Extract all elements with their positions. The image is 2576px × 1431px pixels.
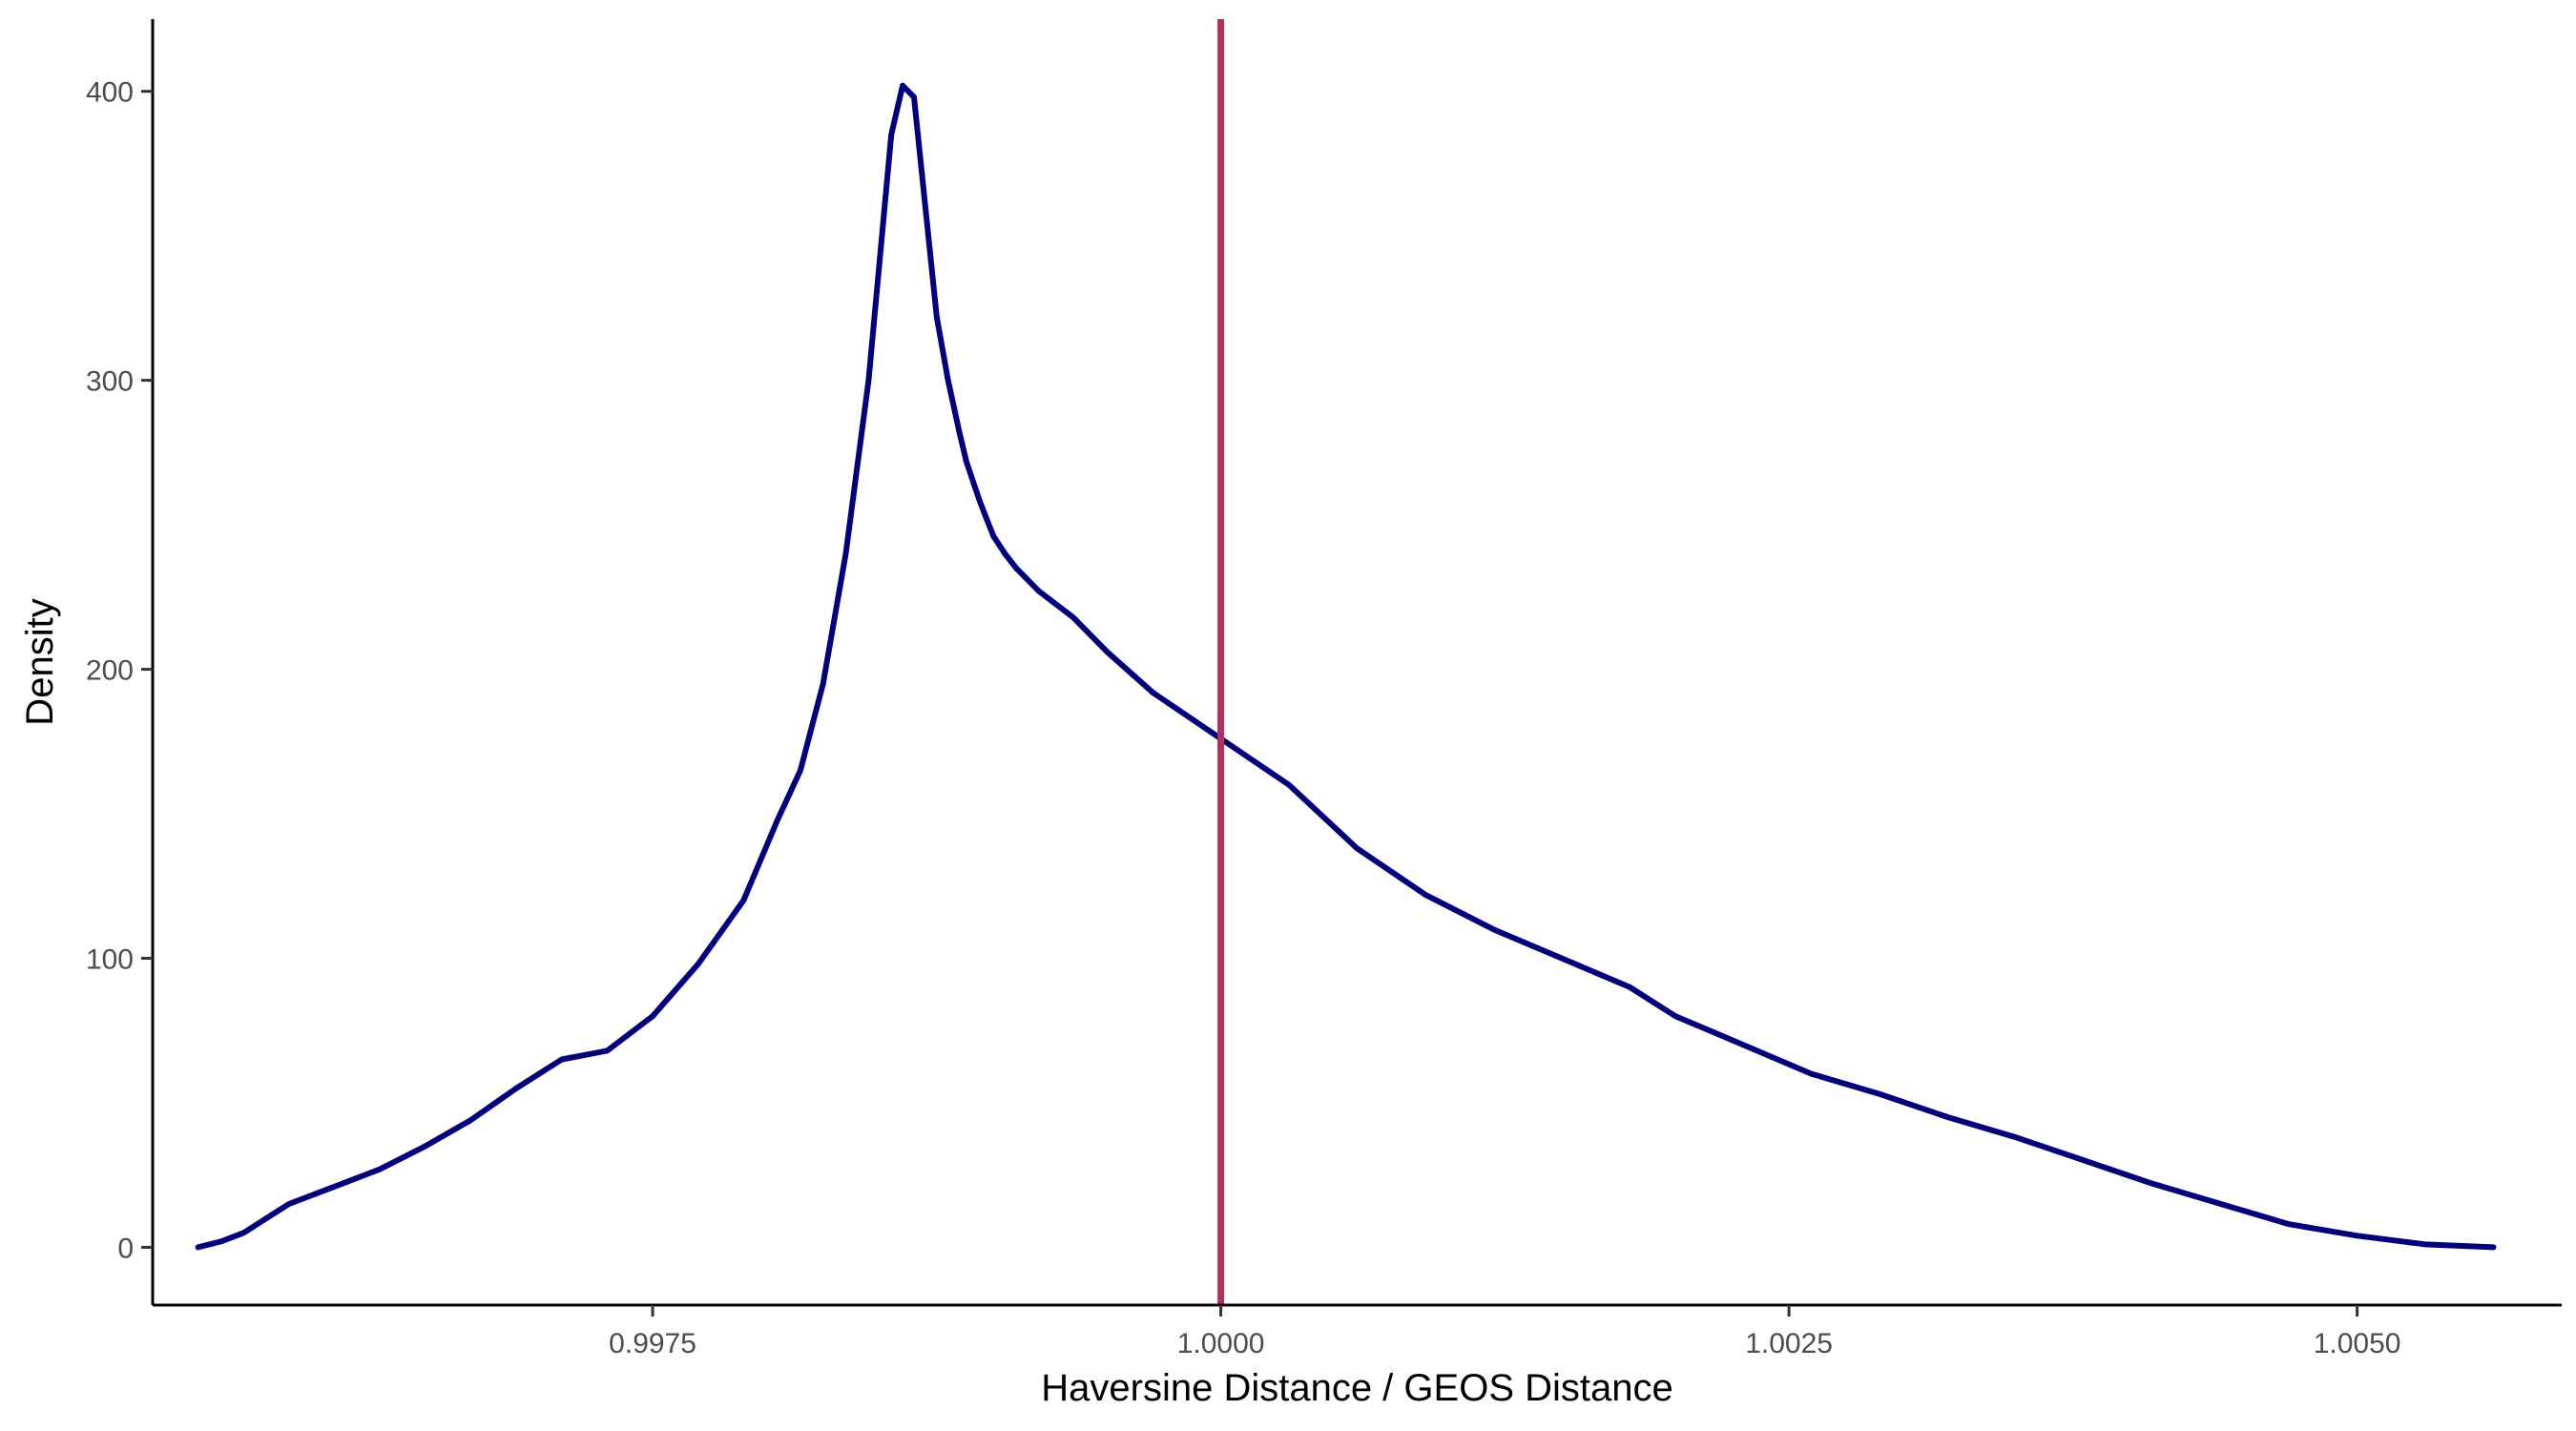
y-tick-label: 100 — [86, 944, 134, 975]
y-tick-label: 300 — [86, 366, 134, 398]
y-tick-label: 400 — [86, 77, 134, 109]
x-axis-title: Haversine Distance / GEOS Distance — [1041, 1367, 1672, 1409]
x-tick-label: 0.9975 — [609, 1328, 696, 1359]
x-tick-label: 1.0000 — [1177, 1328, 1265, 1359]
y-axis-title: Density — [19, 598, 61, 725]
y-tick-label: 200 — [86, 655, 134, 687]
y-axis-ticks: 0 100 200 300 400 — [86, 77, 153, 1264]
x-tick-label: 1.0050 — [2314, 1328, 2401, 1359]
plot-area — [195, 19, 2497, 1305]
y-tick-label: 0 — [117, 1233, 134, 1264]
x-tick-label: 1.0025 — [1745, 1328, 1833, 1359]
x-axis-ticks: 0.9975 1.0000 1.0025 1.0050 — [609, 1305, 2400, 1359]
density-series-line — [195, 82, 2497, 1251]
